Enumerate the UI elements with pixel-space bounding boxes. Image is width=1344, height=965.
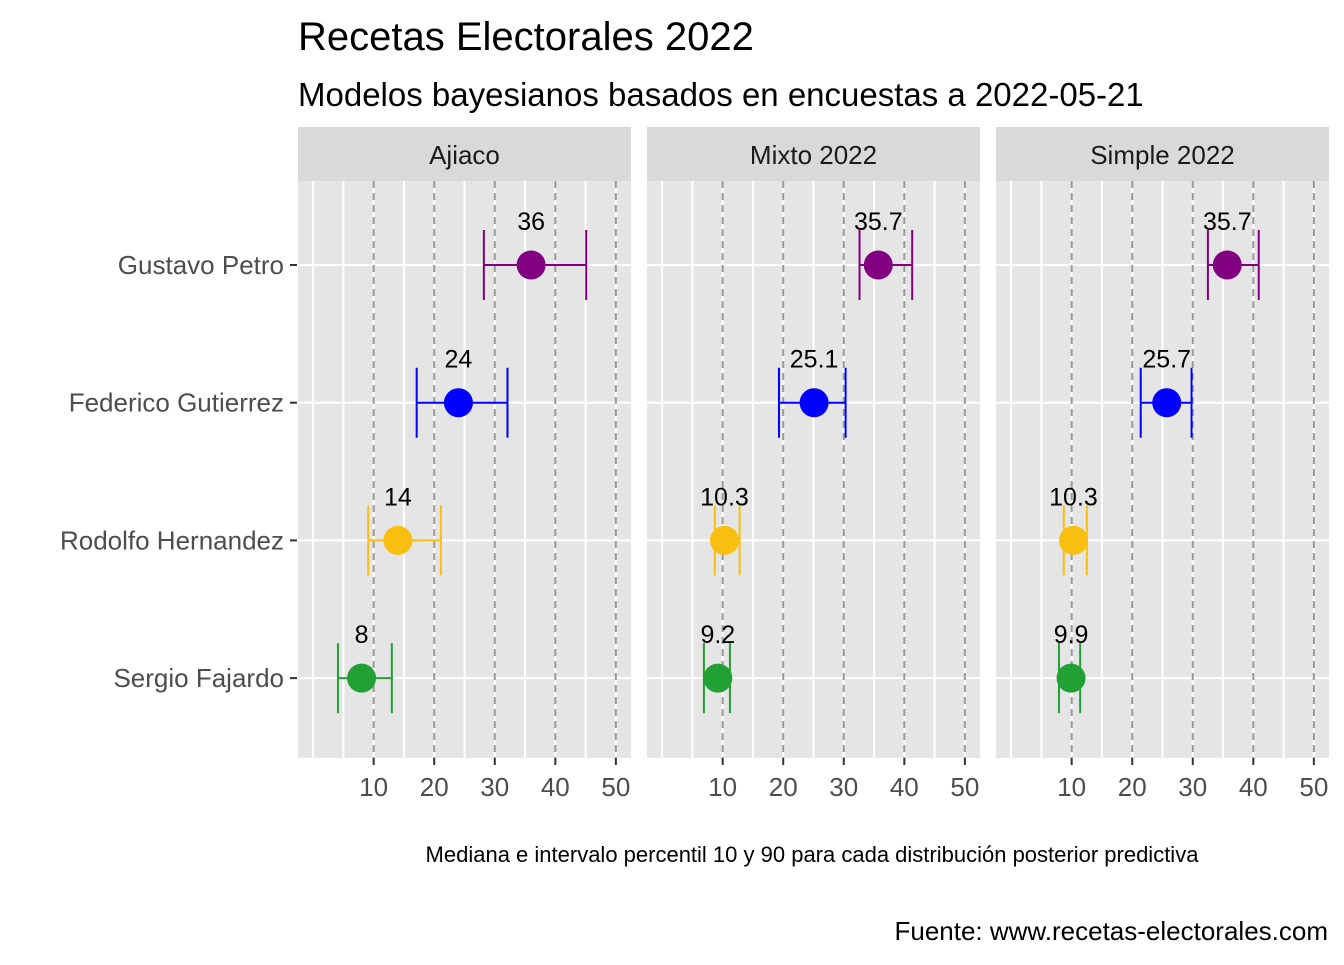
data-label: 14 (384, 483, 412, 511)
chart-title: Recetas Electorales 2022 (298, 15, 754, 59)
point-group-rodolfo-hernandez: 14 (367, 483, 442, 576)
median-point-federico-gutierrez (1152, 388, 1182, 418)
facet-strip-label: Ajiaco (429, 140, 500, 170)
median-point-rodolfo-hernandez (1058, 525, 1088, 555)
median-point-sergio-fajardo (1056, 663, 1086, 693)
point-group-sergio-fajardo: 8 (336, 621, 393, 714)
data-label: 25.1 (790, 346, 839, 374)
x-tick-label: 30 (480, 772, 509, 802)
point-group-gustavo-petro: 35.7 (854, 208, 914, 300)
facet-panel-mixto-2022: Mixto 2022 10 20 30 40 50 35.7 25.1 10.3 9.2 (647, 127, 980, 802)
point-group-gustavo-petro: 35.7 (1203, 208, 1260, 300)
facet-panel-ajiaco: Ajiaco 10 20 30 40 50 36 24 14 8 (298, 127, 631, 802)
median-point-sergio-fajardo (703, 663, 733, 693)
y-axis: Gustavo Petro Federico Gutierrez Rodolfo H… (60, 250, 297, 693)
data-label: 25.7 (1142, 346, 1191, 374)
data-label: 10.3 (700, 483, 749, 511)
data-label: 10.3 (1049, 483, 1098, 511)
median-point-sergio-fajardo (347, 663, 377, 693)
x-tick-label: 50 (601, 772, 630, 802)
y-tick-label: Federico Gutierrez (69, 388, 284, 418)
data-label: 9.2 (700, 621, 735, 649)
y-tick-label: Rodolfo Hernandez (60, 525, 284, 555)
x-tick-label: 30 (1178, 772, 1207, 802)
facet-strip (298, 127, 631, 181)
x-tick-label: 20 (769, 772, 798, 802)
point-group-gustavo-petro: 36 (482, 208, 588, 300)
point-group-rodolfo-hernandez: 10.3 (1049, 483, 1098, 576)
x-tick-label: 40 (541, 772, 570, 802)
median-point-federico-gutierrez (799, 388, 829, 418)
point-group-federico-gutierrez: 25.7 (1139, 346, 1193, 438)
x-tick-label: 50 (950, 772, 979, 802)
point-group-federico-gutierrez: 25.1 (777, 346, 847, 438)
facet-strip-label: Simple 2022 (1090, 140, 1235, 170)
chart-source: Fuente: www.recetas-electorales.com (894, 916, 1328, 946)
data-label: 9.9 (1054, 621, 1089, 649)
median-point-rodolfo-hernandez (383, 525, 413, 555)
data-label: 36 (517, 208, 545, 236)
median-point-gustavo-petro (1212, 250, 1242, 280)
point-group-federico-gutierrez: 24 (415, 346, 509, 438)
x-tick-label: 20 (420, 772, 449, 802)
facet-strip (996, 127, 1329, 181)
x-tick-label: 30 (829, 772, 858, 802)
chart-subtitle: Modelos bayesianos basados en encuestas … (298, 76, 1144, 113)
chart-caption: Mediana e intervalo percentil 10 y 90 pa… (426, 842, 1200, 867)
data-label: 8 (355, 621, 369, 649)
y-tick-label: Sergio Fajardo (113, 663, 284, 693)
facet-strip (647, 127, 980, 181)
facet-panel-simple-2022: Simple 2022 10 20 30 40 50 35.7 25.7 10.3 9.9 (996, 127, 1329, 802)
x-tick-label: 20 (1118, 772, 1147, 802)
median-point-gustavo-petro (863, 250, 893, 280)
x-tick-label: 50 (1299, 772, 1328, 802)
median-point-federico-gutierrez (443, 388, 473, 418)
data-label: 24 (445, 346, 473, 374)
y-tick-label: Gustavo Petro (118, 250, 284, 280)
x-tick-label: 40 (1239, 772, 1268, 802)
facet-panels: Ajiaco 10 20 30 40 50 36 24 14 8 Mixto 2022 10 20 30 4… (298, 127, 1329, 802)
x-tick-label: 10 (708, 772, 737, 802)
point-group-rodolfo-hernandez: 10.3 (700, 483, 749, 576)
facet-strip-label: Mixto 2022 (750, 140, 877, 170)
x-tick-label: 40 (890, 772, 919, 802)
median-point-gustavo-petro (516, 250, 546, 280)
x-tick-label: 10 (359, 772, 388, 802)
point-group-sergio-fajardo: 9.2 (700, 621, 735, 714)
x-tick-label: 10 (1057, 772, 1086, 802)
median-point-rodolfo-hernandez (709, 525, 739, 555)
data-label: 35.7 (854, 208, 903, 236)
point-group-sergio-fajardo: 9.9 (1054, 621, 1089, 714)
data-label: 35.7 (1203, 208, 1252, 236)
